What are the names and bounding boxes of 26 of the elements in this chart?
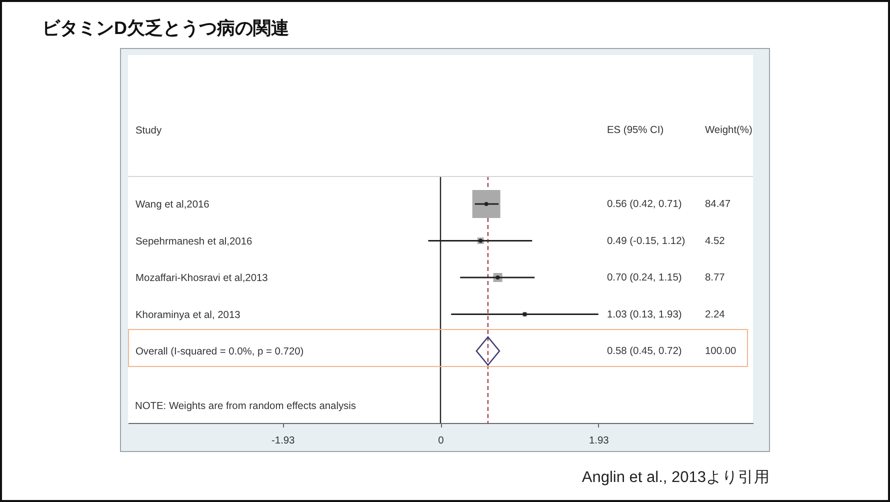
y-tick-label: Sepehrmanesh et al,2016 <box>136 236 253 248</box>
x-tick-label: 1.93 <box>588 436 610 446</box>
y-tick-label: Mozaffari-Khosravi et al,2013 <box>136 273 268 284</box>
text: ES (95% CI) <box>607 125 664 136</box>
y-tick-label: Khoraminya et al, 2013 <box>136 310 241 321</box>
y-tick-label: Wang et al,2016 <box>136 200 210 210</box>
annotation: 0.56 (0.42, 0.71) <box>607 199 682 210</box>
annotation: 8.77 <box>705 272 726 284</box>
chart-title: ビタミンD欠乏とうつ病の関連 <box>42 18 289 38</box>
y-axis-title: Study <box>136 126 162 136</box>
annotation: NOTE: Weights are from random effects analysis <box>135 401 356 412</box>
annotation: 2.24 <box>705 309 726 320</box>
annotation: 0.58 (0.45, 0.72) <box>607 346 682 357</box>
text: Anglin et al., 2013より引用 <box>582 469 770 486</box>
annotation: 4.52 <box>705 236 726 247</box>
annotation: 1.03 (0.13, 1.93) <box>607 309 682 320</box>
x-tick-label: -1.93 <box>271 436 296 446</box>
point <box>484 202 488 206</box>
text: Weight(%) <box>705 125 752 136</box>
y-tick-label: Overall (I-squared = 0.0%, p = 0.720) <box>136 346 304 358</box>
x-tick-label: 0 <box>438 436 444 446</box>
annotation: 100.00 <box>705 346 736 357</box>
annotation: 84.47 <box>705 199 731 210</box>
annotation: 0.49 (-0.15, 1.12) <box>607 236 686 247</box>
point <box>476 336 500 366</box>
annotation: 0.70 (0.24, 1.15) <box>607 272 682 284</box>
